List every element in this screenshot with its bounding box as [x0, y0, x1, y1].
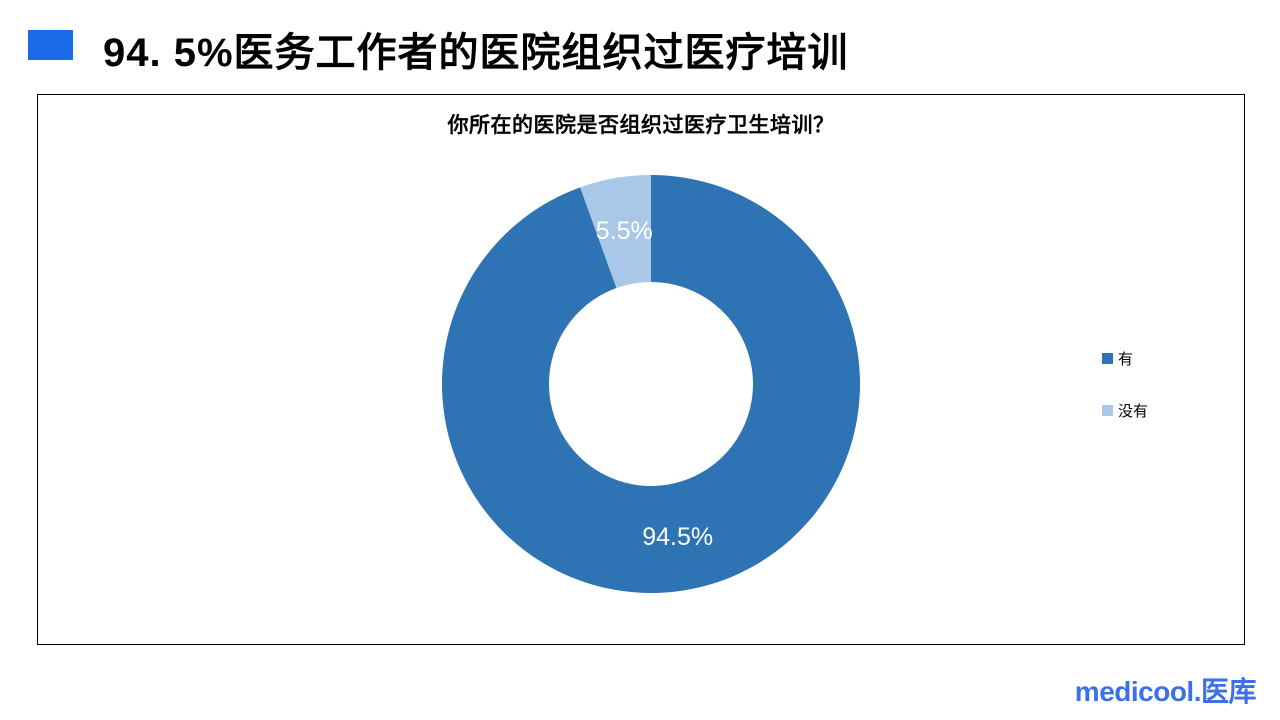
medicool-logo: medicool.医库 — [1074, 676, 1257, 707]
chart-area: 94.5% 5.5% 你所在的医院是否组织过医疗卫生培训？ 有 没有 — [37, 94, 1245, 645]
legend-label: 没有 — [1118, 403, 1149, 420]
donut-slice-1 — [580, 175, 651, 289]
legend-item-meiyou: 没有 — [1102, 400, 1148, 421]
title-bullet — [28, 30, 73, 60]
data-label-0: 94.5% — [642, 523, 713, 551]
donut-chart: 94.5% 5.5% — [442, 175, 861, 593]
header: 94. 5%医务工作者的医院组织过医疗培训 — [0, 0, 1280, 80]
legend-swatch-you — [1102, 353, 1113, 364]
legend: 有 没有 — [1102, 348, 1148, 421]
legend-swatch-meiyou — [1102, 405, 1113, 416]
legend-label: 有 — [1118, 351, 1134, 368]
legend-item-you: 有 — [1102, 348, 1148, 369]
chart-title: 你所在的医院是否组织过医疗卫生培训？ — [447, 114, 835, 137]
page-title: 94. 5%医务工作者的医院组织过医疗培训 — [103, 31, 849, 75]
donut-slice-0 — [442, 175, 861, 593]
data-label-1: 5.5% — [596, 217, 653, 245]
